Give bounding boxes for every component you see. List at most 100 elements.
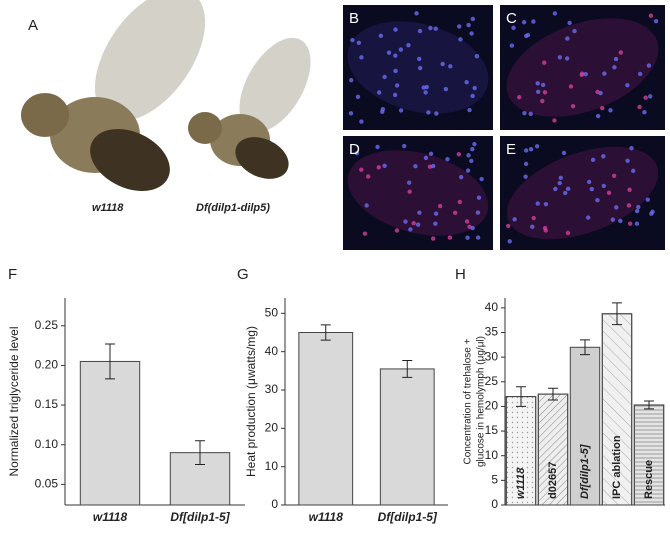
tissue <box>347 21 489 114</box>
bar-pattern <box>633 404 665 506</box>
nucleus <box>567 20 572 26</box>
nucleus <box>535 201 540 206</box>
nucleus <box>386 50 392 55</box>
nucleus <box>589 186 595 192</box>
nucleus <box>470 16 476 22</box>
nucleus <box>393 53 398 58</box>
nucleus <box>472 85 477 91</box>
nucleus <box>528 111 533 117</box>
y-tick-label: 10 <box>485 448 499 462</box>
nucleus <box>586 179 592 185</box>
nucleus <box>359 119 364 124</box>
nucleus <box>475 235 481 240</box>
nucleus <box>407 189 412 194</box>
nucleus <box>452 210 458 216</box>
y-tick-label: 20 <box>265 421 279 435</box>
nucleus <box>472 141 477 147</box>
nucleus <box>476 195 482 200</box>
panel-label: F <box>8 266 17 283</box>
bar <box>379 368 435 506</box>
nucleus <box>456 152 462 157</box>
nucleus <box>466 22 471 28</box>
nucleus <box>509 43 515 48</box>
nucleus <box>540 98 545 104</box>
nucleus <box>595 89 600 95</box>
nucleus <box>608 108 613 113</box>
nucleus <box>552 118 557 123</box>
nucleus <box>479 176 484 182</box>
nucleus <box>458 174 464 180</box>
y-tick-label: 25 <box>485 374 499 388</box>
nucleus <box>565 36 570 41</box>
nucleus <box>561 150 567 156</box>
nucleus <box>637 104 642 110</box>
nucleus <box>650 209 655 214</box>
x-tick-label: Df[dilp1-5] <box>378 510 438 524</box>
nucleus <box>475 210 481 215</box>
nucleus <box>521 20 527 25</box>
nucleus <box>423 155 429 161</box>
nucleus <box>424 84 429 90</box>
nucleus <box>415 222 421 227</box>
nucleus <box>595 198 600 203</box>
nucleus <box>648 13 654 18</box>
nucleus <box>406 42 411 48</box>
x-tick-label: d02657 <box>547 462 559 499</box>
nucleus <box>511 25 516 31</box>
nucleus <box>456 24 462 29</box>
nucleus <box>553 186 558 192</box>
y-tick-label: 50 <box>265 306 279 320</box>
nucleus <box>382 163 387 169</box>
y-axis-label: Normalized triglyceride level <box>7 326 21 476</box>
error-bar <box>105 343 115 380</box>
y-axis-label: Concentration of trehalose + <box>463 338 474 464</box>
nucleus <box>398 108 404 113</box>
nucleus <box>417 210 422 215</box>
nucleus <box>426 110 431 115</box>
nucleus <box>570 103 576 109</box>
nucleus <box>613 56 619 62</box>
x-tick-label: IPC ablation <box>611 435 623 499</box>
nucleus <box>565 230 571 236</box>
nucleus <box>530 224 535 230</box>
nucleus <box>568 84 574 89</box>
tissue <box>347 150 489 236</box>
nucleus <box>393 68 398 74</box>
nucleus <box>625 82 630 88</box>
nucleus <box>354 150 360 156</box>
bar <box>298 332 354 506</box>
y-tick-label: 30 <box>485 349 499 363</box>
bar <box>79 360 141 506</box>
nucleus <box>470 93 475 99</box>
nucleus <box>579 72 584 78</box>
error-bar <box>612 302 622 326</box>
nucleus <box>417 28 423 34</box>
nucleus <box>440 61 445 67</box>
nucleus <box>416 56 422 62</box>
nucleus <box>364 203 369 208</box>
nucleus <box>562 190 568 196</box>
panel-label: E <box>506 141 516 158</box>
nucleus <box>543 228 548 233</box>
nucleus <box>465 168 471 173</box>
nucleus <box>634 208 640 214</box>
nucleus <box>595 113 601 119</box>
nucleus <box>402 143 407 149</box>
panel-label: G <box>237 266 249 283</box>
nucleus <box>433 26 438 31</box>
y-tick-label: 0.25 <box>35 318 59 332</box>
nucleus <box>465 235 470 240</box>
nucleus <box>585 215 591 220</box>
nucleus <box>474 54 480 59</box>
nucleus <box>457 199 462 205</box>
nucleus <box>600 105 605 111</box>
nucleus <box>531 215 536 221</box>
nucleus <box>376 165 381 170</box>
nucleus <box>349 78 354 83</box>
tissue <box>506 146 659 240</box>
nucleus <box>634 221 640 226</box>
y-tick-label: 35 <box>485 325 499 339</box>
nucleus <box>536 89 541 94</box>
nucleus <box>535 81 540 86</box>
